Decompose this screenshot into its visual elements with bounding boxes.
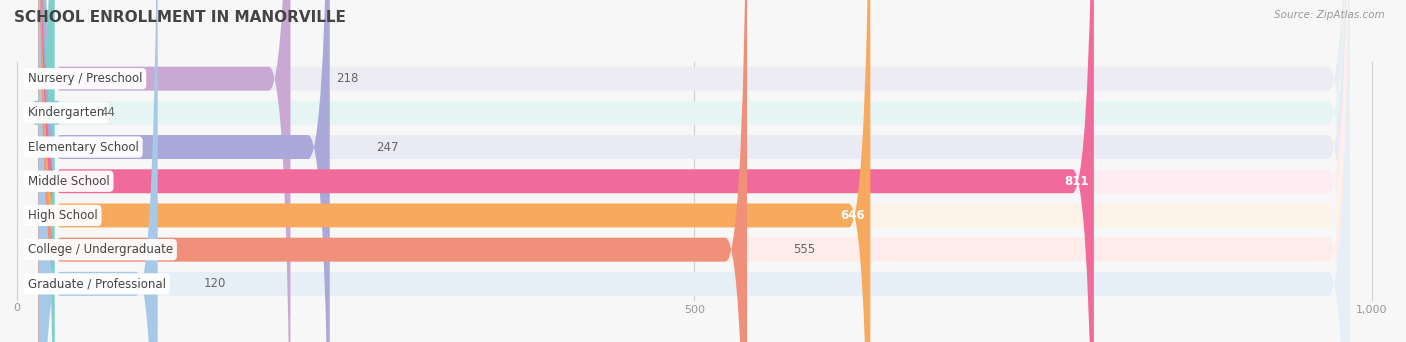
FancyBboxPatch shape xyxy=(38,0,1350,342)
FancyBboxPatch shape xyxy=(38,0,330,342)
Text: Nursery / Preschool: Nursery / Preschool xyxy=(28,72,142,85)
FancyBboxPatch shape xyxy=(38,0,1094,342)
Text: 646: 646 xyxy=(841,209,865,222)
Text: Source: ZipAtlas.com: Source: ZipAtlas.com xyxy=(1274,10,1385,20)
FancyBboxPatch shape xyxy=(38,0,1350,342)
FancyBboxPatch shape xyxy=(38,0,747,342)
Text: 247: 247 xyxy=(375,141,398,154)
Text: College / Undergraduate: College / Undergraduate xyxy=(28,243,173,256)
Text: 120: 120 xyxy=(204,277,226,290)
Text: 218: 218 xyxy=(336,72,359,85)
Text: SCHOOL ENROLLMENT IN MANORVILLE: SCHOOL ENROLLMENT IN MANORVILLE xyxy=(14,10,346,25)
Text: Elementary School: Elementary School xyxy=(28,141,138,154)
FancyBboxPatch shape xyxy=(38,0,1350,342)
Text: High School: High School xyxy=(28,209,97,222)
FancyBboxPatch shape xyxy=(38,0,1350,342)
FancyBboxPatch shape xyxy=(38,0,1350,342)
FancyBboxPatch shape xyxy=(38,0,870,342)
FancyBboxPatch shape xyxy=(32,0,60,342)
Text: 555: 555 xyxy=(793,243,815,256)
FancyBboxPatch shape xyxy=(38,0,1350,342)
Text: 0: 0 xyxy=(13,303,20,313)
Text: Middle School: Middle School xyxy=(28,175,110,188)
FancyBboxPatch shape xyxy=(38,0,1350,342)
Text: Kindergarten: Kindergarten xyxy=(28,106,105,119)
Text: 811: 811 xyxy=(1064,175,1088,188)
FancyBboxPatch shape xyxy=(38,0,291,342)
Text: 44: 44 xyxy=(101,106,115,119)
Text: Graduate / Professional: Graduate / Professional xyxy=(28,277,166,290)
FancyBboxPatch shape xyxy=(38,0,157,342)
